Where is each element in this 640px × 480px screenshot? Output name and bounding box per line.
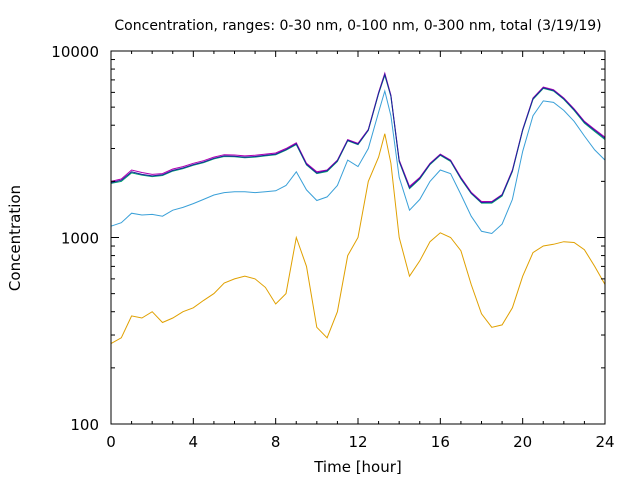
x-tick-label: 16 [431,433,450,451]
chart-title: Concentration, ranges: 0-30 nm, 0-100 nm… [114,18,601,34]
series-line-5 [110,133,606,345]
x-tick-label: 20 [513,433,532,451]
x-axis-label: Time [hour] [313,458,402,476]
x-tick-label: 0 [106,433,116,451]
y-tick-label: 1000 [61,230,99,248]
series-line-4 [110,89,606,235]
x-tick-label: 4 [189,433,199,451]
x-tick-label: 12 [348,433,367,451]
x-tick-label: 8 [271,433,281,451]
series-line-3 [110,72,606,204]
y-tick-label: 100 [70,416,99,434]
y-axis-label: Concentration [6,185,24,291]
x-tick-label: 24 [595,433,614,451]
y-tick-label: 10000 [51,43,99,61]
axes: 0 4 8 12 16 20 24 100 1000 10000 [51,43,614,451]
plot-series [110,71,606,345]
